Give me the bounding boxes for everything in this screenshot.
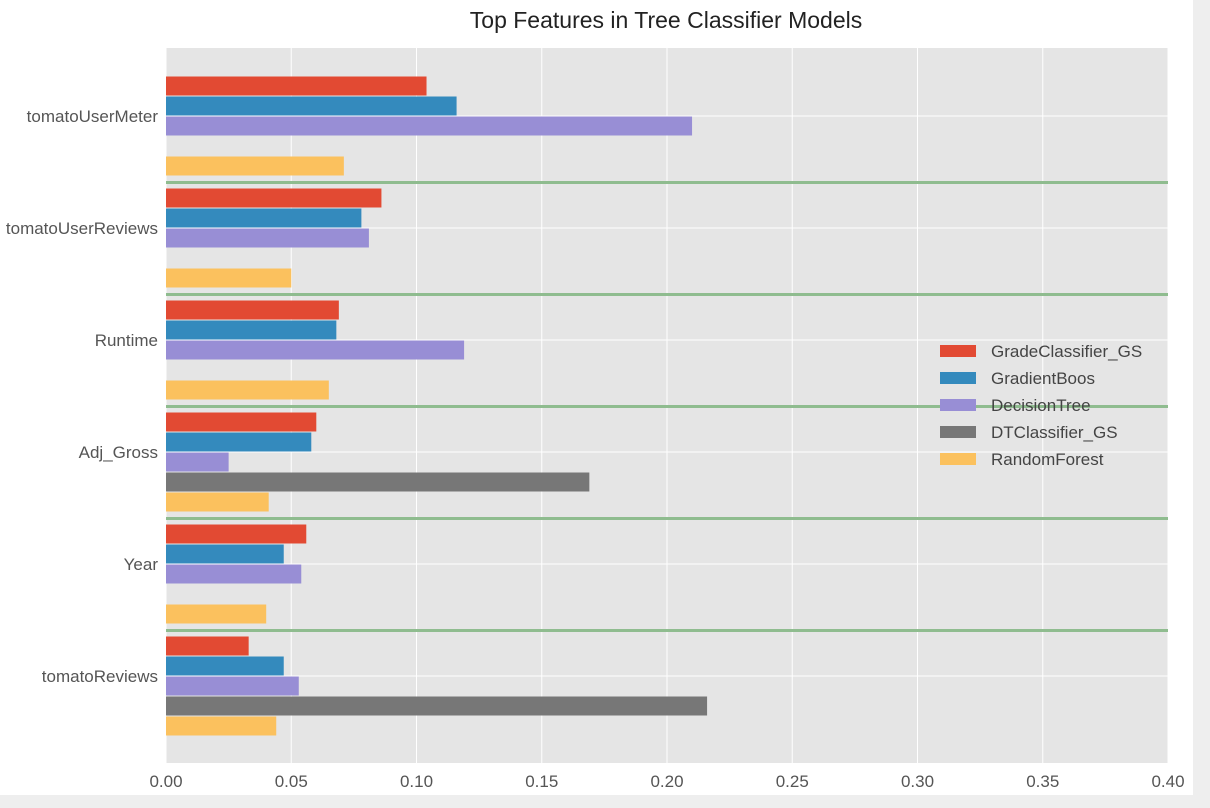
bar [166,452,229,472]
bar [166,116,693,136]
bar [166,96,457,116]
x-tick-label: 0.15 [525,772,558,791]
legend-swatch [940,426,976,438]
legend-swatch [940,453,976,465]
group-separators [166,181,1168,632]
x-tick-label: 0.30 [901,772,934,791]
legend-swatch [940,399,976,411]
x-tick-label: 0.20 [650,772,683,791]
bar-chart: Top Features in Tree Classifier Models t… [6,7,1185,791]
legend-label: DecisionTree [991,396,1091,415]
bar [166,320,337,340]
legend-swatch [940,372,976,384]
bar [166,340,465,360]
y-tick-label: Adj_Gross [79,443,158,462]
grid-lines [165,48,1169,763]
chart-figure: Top Features in Tree Classifier Models t… [0,0,1193,795]
bar [166,380,329,400]
bar [166,544,284,564]
x-tick-label: 0.05 [275,772,308,791]
legend-label: DTClassifier_GS [991,423,1118,442]
legend-swatch [940,345,976,357]
bar [166,696,708,716]
bar [166,76,427,96]
y-tick-label: tomatoUserMeter [27,107,159,126]
bar [166,492,269,512]
legend: GradeClassifier_GS GradientBoos DecisionTr… [940,342,1142,469]
x-tick-label: 0.25 [776,772,809,791]
bar [166,472,590,492]
x-tick-label: 0.40 [1151,772,1184,791]
bar [166,208,362,228]
legend-label: GradientBoos [991,369,1095,388]
y-tick-labels: tomatoUserMeter tomatoUserReviews Runtime A… [6,107,158,686]
y-tick-label: Year [124,555,159,574]
y-tick-label: tomatoReviews [42,667,158,686]
bar [166,268,292,288]
bar [166,524,307,544]
chart-title: Top Features in Tree Classifier Models [470,7,862,33]
legend-label: RandomForest [991,450,1104,469]
bar [166,656,284,676]
bar [166,300,339,320]
bar [166,412,317,432]
bar [166,604,267,624]
x-tick-labels: 0.00 0.05 0.10 0.15 0.20 0.25 0.30 0.35 0.40 [149,772,1184,791]
bar [166,156,344,176]
bar [166,636,249,656]
legend-label: GradeClassifier_GS [991,342,1142,361]
bars [166,76,708,736]
x-tick-label: 0.35 [1026,772,1059,791]
x-tick-label: 0.10 [400,772,433,791]
bar [166,676,299,696]
bar [166,188,382,208]
bar [166,228,369,248]
bar [166,716,277,736]
x-tick-label: 0.00 [149,772,182,791]
bar [166,432,312,452]
y-tick-label: Runtime [95,331,158,350]
y-tick-label: tomatoUserReviews [6,219,158,238]
bar [166,564,302,584]
